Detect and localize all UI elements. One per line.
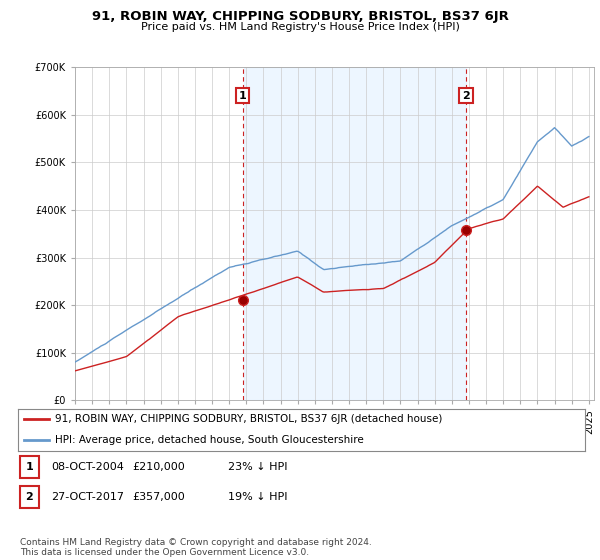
Text: Price paid vs. HM Land Registry's House Price Index (HPI): Price paid vs. HM Land Registry's House …	[140, 22, 460, 32]
Text: 27-OCT-2017: 27-OCT-2017	[51, 492, 124, 502]
Text: 1: 1	[26, 462, 33, 472]
Text: 1: 1	[239, 91, 247, 101]
Text: £210,000: £210,000	[132, 462, 185, 472]
Text: 23% ↓ HPI: 23% ↓ HPI	[228, 462, 287, 472]
Text: Contains HM Land Registry data © Crown copyright and database right 2024.
This d: Contains HM Land Registry data © Crown c…	[20, 538, 371, 557]
Text: HPI: Average price, detached house, South Gloucestershire: HPI: Average price, detached house, Sout…	[55, 435, 364, 445]
Text: £357,000: £357,000	[132, 492, 185, 502]
Text: 19% ↓ HPI: 19% ↓ HPI	[228, 492, 287, 502]
Text: 2: 2	[462, 91, 470, 101]
Text: 08-OCT-2004: 08-OCT-2004	[51, 462, 124, 472]
Text: 91, ROBIN WAY, CHIPPING SODBURY, BRISTOL, BS37 6JR: 91, ROBIN WAY, CHIPPING SODBURY, BRISTOL…	[92, 10, 508, 23]
Text: 91, ROBIN WAY, CHIPPING SODBURY, BRISTOL, BS37 6JR (detached house): 91, ROBIN WAY, CHIPPING SODBURY, BRISTOL…	[55, 414, 442, 424]
Text: 2: 2	[26, 492, 33, 502]
